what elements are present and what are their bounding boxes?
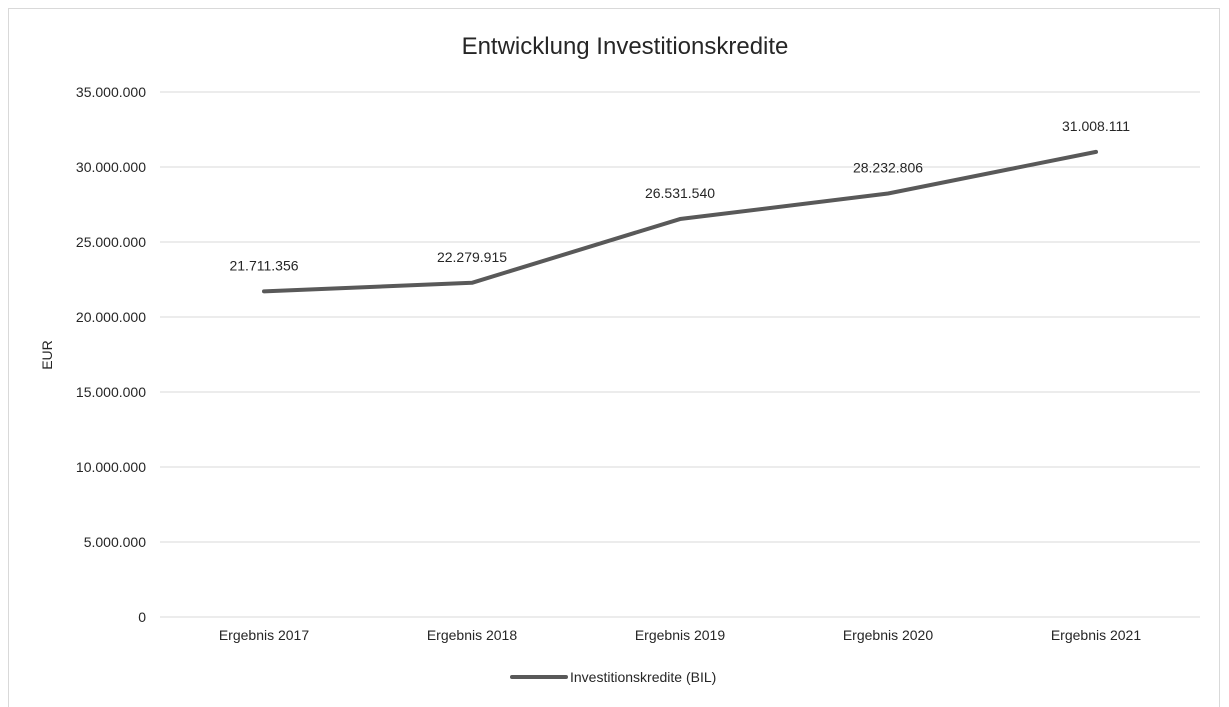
y-tick-label: 5.000.000 xyxy=(84,534,146,550)
data-label: 22.279.915 xyxy=(437,249,507,265)
chart-title: Entwicklung Investitionskredite xyxy=(462,33,789,60)
data-labels: 21.711.356 22.279.915 26.531.540 28.232.806… xyxy=(229,118,1130,273)
data-label: 26.531.540 xyxy=(645,185,715,201)
x-tick-label: Ergebnis 2019 xyxy=(635,627,726,643)
y-tick-label: 10.000.000 xyxy=(76,459,146,475)
legend: Investitionskredite (BIL) xyxy=(510,669,716,685)
chart-frame xyxy=(8,8,1220,707)
y-tick-label: 15.000.000 xyxy=(76,384,146,400)
series-layer xyxy=(262,149,1098,294)
data-label: 28.232.806 xyxy=(853,160,923,176)
x-axis-ticks: Ergebnis 2017 Ergebnis 2018 Ergebnis 2019 E… xyxy=(219,627,1142,643)
x-tick-label: Ergebnis 2021 xyxy=(1051,627,1142,643)
x-tick-label: Ergebnis 2017 xyxy=(219,627,310,643)
y-tick-label: 25.000.000 xyxy=(76,234,146,250)
y-axis-ticks: 0 5.000.000 10.000.000 15.000.000 20.000.000… xyxy=(76,84,146,625)
y-tick-label: 20.000.000 xyxy=(76,309,146,325)
data-label: 21.711.356 xyxy=(229,257,298,273)
series-line xyxy=(262,149,1098,294)
y-axis-label: EUR xyxy=(39,340,55,370)
y-tick-label: 0 xyxy=(138,609,146,625)
data-label: 31.008.111 xyxy=(1062,118,1130,134)
gridlines xyxy=(160,91,1200,618)
x-tick-label: Ergebnis 2018 xyxy=(427,627,518,643)
y-tick-label: 30.000.000 xyxy=(76,159,146,175)
legend-label: Investitionskredite (BIL) xyxy=(570,669,716,685)
y-tick-label: 35.000.000 xyxy=(76,84,146,100)
x-tick-label: Ergebnis 2020 xyxy=(843,627,934,643)
